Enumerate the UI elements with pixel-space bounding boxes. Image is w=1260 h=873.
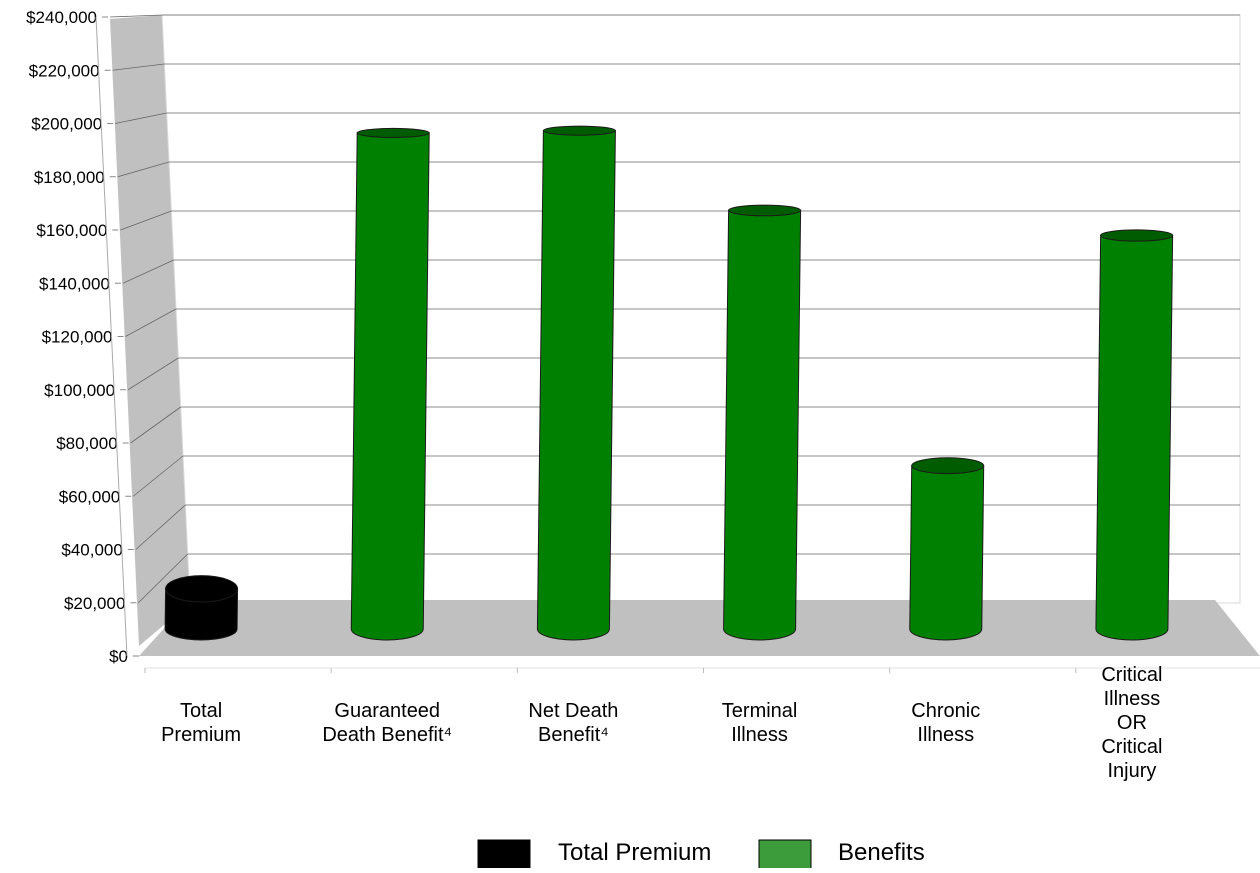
gridline-diagonal	[109, 14, 163, 18]
gridline-diagonal	[138, 553, 188, 604]
gridline-diagonal	[135, 504, 186, 550]
floor	[139, 600, 1260, 656]
legend-swatch	[477, 839, 531, 871]
chart-walls	[110, 14, 1260, 656]
left-wall	[110, 15, 190, 646]
y-tick-label: $40,000	[61, 541, 122, 560]
x-tick-label: Total Premium	[161, 700, 241, 746]
bar-body	[350, 132, 430, 641]
gridline-diagonal	[127, 357, 179, 391]
x-axis: Total Premium Guaranteed Death Benefit⁴ Net …	[144, 664, 1260, 782]
legend-swatch	[758, 839, 812, 871]
gridline-diagonal	[125, 308, 177, 337]
bar-top	[165, 575, 239, 603]
bar-benefits	[723, 204, 802, 641]
gridline-diagonal	[132, 455, 184, 497]
gridline-diagonal	[120, 210, 172, 231]
gridline-diagonal	[130, 406, 181, 444]
bar-benefits	[909, 457, 985, 641]
y-tick-label: $140,000	[39, 274, 110, 293]
gridline-diagonal	[122, 259, 174, 284]
bar-total-premium	[164, 575, 239, 641]
y-tick-label: $60,000	[59, 487, 120, 506]
bar-body	[909, 465, 985, 641]
legend-label: Total Premium	[558, 839, 711, 866]
y-tick-label: $220,000	[29, 61, 100, 80]
bar-top	[356, 127, 430, 139]
y-tick-label: $80,000	[56, 434, 117, 453]
legend-label: Benefits	[838, 839, 925, 866]
y-tick-label: $120,000	[42, 328, 113, 347]
bar-top	[542, 125, 616, 136]
gridline-diagonal	[117, 161, 170, 178]
x-tick-label: Terminal Illness	[722, 700, 798, 746]
y-tick-label: $0	[109, 647, 128, 666]
x-tick-label: Net Death Benefit⁴	[528, 700, 618, 746]
y-axis-line	[95, 16, 128, 657]
bar-body	[1095, 234, 1174, 641]
y-axis-ticks: $0 $20,000 $40,000 $60,000 $80,000 $100,000 $1…	[26, 8, 139, 666]
bar-body	[536, 130, 616, 641]
y-tick-label: $200,000	[31, 115, 102, 134]
bar-top	[1100, 229, 1174, 242]
bar-benefits	[350, 127, 430, 641]
y-tick-label: $100,000	[44, 381, 115, 400]
bar-body	[723, 209, 802, 641]
y-tick-label: $240,000	[26, 8, 97, 27]
bar-body	[164, 588, 239, 641]
y-tick-label: $180,000	[34, 168, 105, 187]
bars	[164, 125, 1174, 641]
gridline-diagonal	[112, 63, 165, 71]
gridline-diagonal	[115, 112, 167, 124]
y-tick-label: $160,000	[36, 221, 107, 240]
legend: Total Premium Benefits	[477, 839, 925, 871]
x-tick-label: Critical Illness OR Critical Injury	[1101, 664, 1162, 782]
y-tick-label: $20,000	[64, 594, 125, 613]
x-tick-label: Guaranteed Death Benefit⁴	[322, 700, 452, 746]
x-tick-label: Chronic Illness	[911, 700, 980, 746]
bar-benefits	[536, 125, 616, 641]
bar-top	[911, 457, 985, 475]
bar-benefits	[1095, 229, 1174, 641]
bar-top	[728, 204, 802, 217]
